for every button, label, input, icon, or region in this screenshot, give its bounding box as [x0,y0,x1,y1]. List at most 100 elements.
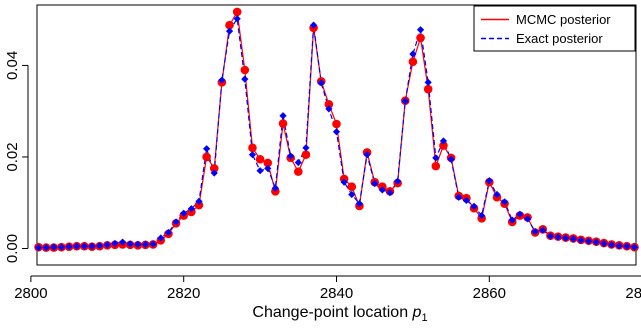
exact-point [508,216,516,224]
exact-point [378,186,386,194]
legend-label-exact: Exact posterior [516,31,603,46]
exact-point [96,242,104,250]
exact-point [562,234,570,242]
exact-point [577,236,585,244]
exact-point [439,137,448,145]
exact-point [294,158,302,167]
exact-point [195,197,203,205]
mcmc-point [301,150,311,159]
exact-point [546,232,555,240]
series-layer [34,7,639,252]
x-tick-label: 2880 [625,285,641,302]
exact-point [118,238,127,246]
exact-point [401,97,409,105]
exact-point [317,79,325,87]
exact-point [172,218,180,226]
x-tick-label: 2800 [14,285,47,302]
exact-point [394,177,402,185]
y-axis: 0.00 0.02 0.04 [4,51,29,263]
exact-point [80,242,88,250]
exact-point [416,26,425,34]
exact-point [592,238,600,246]
y-tick-label: 0.00 [4,234,21,263]
exact-point [225,27,234,35]
exact-point [126,240,134,248]
exact-point [600,239,608,248]
x-tick-label: 2860 [473,285,506,302]
x-axis: 2800 2820 2840 2860 2880 [14,275,641,302]
exact-point [157,234,165,242]
exact-point [539,226,547,234]
exact-point [332,128,341,136]
exact-point [34,244,43,252]
exact-point [134,240,142,249]
exact-point [569,235,577,243]
exact-point [615,242,623,250]
exact-point [554,233,562,241]
x-tick-label: 2820 [167,285,200,302]
exact-point [630,243,639,251]
exact-point [210,169,218,177]
exact-point [485,177,493,185]
mcmc-point [439,141,448,150]
mcmc-point [194,200,204,210]
exact-point [50,243,58,251]
mcmc-point [293,167,303,176]
exact-point [187,205,195,213]
exact-point [409,50,417,58]
exact-point [432,154,440,162]
x-axis-title: Change-point location p1 [252,304,427,324]
exact-point [493,190,501,199]
exact-point [447,155,455,163]
exact-point [302,144,310,152]
mcmc-point [263,158,273,168]
legend-label-mcmc: MCMC posterior [516,12,611,27]
exact-point [141,240,150,249]
exact-point [455,193,463,201]
exact-point [180,209,188,217]
exact-point [203,145,211,153]
mcmc-point [408,57,418,67]
exact-point [371,179,379,188]
mcmc-point [209,164,219,173]
exact-point [348,190,356,199]
exact-point [287,152,295,160]
exact-point [363,151,371,159]
exact-point [424,78,432,86]
exact-point [149,240,157,248]
mcmc-point [248,143,257,153]
exact-point [623,242,631,250]
exact-point [57,243,66,251]
exact-point [65,243,73,251]
mcmc-point [416,33,425,43]
exact-point [309,21,318,29]
exact-point [264,164,272,173]
mcmc-point [431,161,441,171]
exact-point [462,196,470,205]
exact-point [248,151,257,159]
exact-point [233,15,241,23]
exact-point [256,167,264,175]
y-tick-label: 0.02 [4,142,21,171]
exact-point [516,210,524,218]
exact-point [279,112,287,120]
exact-point [241,75,249,83]
mcmc-point [232,7,242,17]
plot-frame [36,4,637,266]
exact-point [271,184,279,192]
y-tick-label: 0.04 [4,51,21,80]
exact-point [500,198,509,206]
legend-box [473,5,636,52]
mcmc-point [347,182,357,192]
mcmc-point [423,84,433,94]
exact-point [111,239,119,248]
exact-point [585,237,593,245]
mcmc-point [255,154,265,164]
exact-point [42,244,50,252]
exact-point [88,242,96,250]
exact-point [355,200,364,208]
exact-point [478,211,486,220]
mcmc-point [278,119,288,128]
exact-point [218,76,226,84]
exact-point [325,105,333,113]
